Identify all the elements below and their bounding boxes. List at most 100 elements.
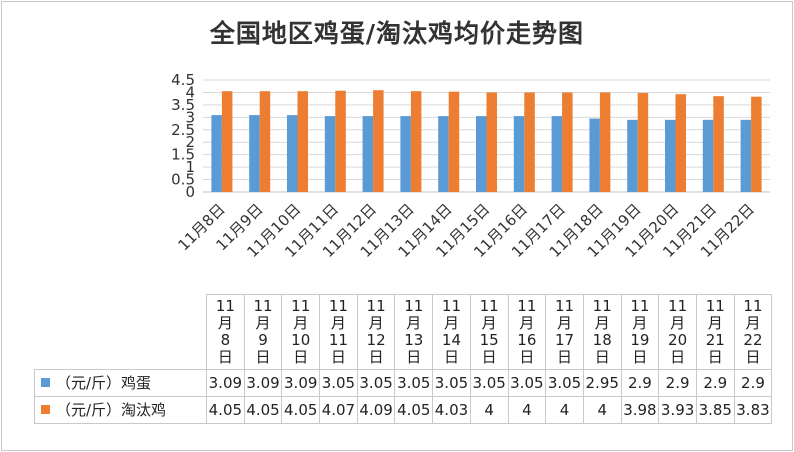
table-header-cell: 11月10日 <box>281 294 321 370</box>
table-header-label: 11月10日 <box>291 297 311 366</box>
table-header-label: 11月12日 <box>366 297 386 366</box>
y-tick-label: 0 <box>185 183 195 201</box>
table-header-label: 11月14日 <box>441 297 462 366</box>
bar-egg <box>665 119 676 192</box>
legend-label: （元/斤）淘汰鸡 <box>56 400 167 419</box>
table-header-cell: 11月18日 <box>582 294 622 370</box>
y-tick-label: 3 <box>185 108 195 126</box>
bar-egg <box>740 119 752 192</box>
table-cell: 4 <box>545 396 584 424</box>
y-tick-label: 1.5 <box>171 146 195 164</box>
bar-culled-hen <box>486 92 497 192</box>
table-cell: 3.09 <box>281 369 321 397</box>
table-cell: 3.05 <box>394 369 434 397</box>
table-cell: 4.05 <box>206 396 245 424</box>
table-header-label: 11月17日 <box>554 297 575 366</box>
bar-culled-hen <box>637 92 649 192</box>
bar-culled-hen <box>373 90 384 192</box>
table-header-label: 11月21日 <box>705 297 725 366</box>
table-header-cell: 11月22日 <box>733 294 773 370</box>
legend-label: （元/斤）鸡蛋 <box>56 373 152 392</box>
table-header-cell: 11月21日 <box>695 294 735 370</box>
table-cell: 3.09 <box>243 369 283 397</box>
chart-title: 全国地区鸡蛋/淘汰鸡均价走势图 <box>209 19 585 48</box>
table-cell: 3.09 <box>206 369 245 397</box>
table-cell: 2.9 <box>733 369 773 397</box>
table-cell: 4.05 <box>281 396 321 424</box>
table-cell: 4 <box>469 396 509 424</box>
chart-plot: 00.511.522.533.544.511月8日11月9日11月10日11月1… <box>171 71 770 261</box>
table-header-cell: 11月13日 <box>394 294 434 370</box>
legend-swatch <box>41 404 50 414</box>
table-header-cell: 11月14日 <box>432 294 471 370</box>
bar-culled-hen <box>751 96 762 192</box>
table-header-cell: 11月17日 <box>545 294 584 370</box>
table-header-cell: 11月15日 <box>469 294 509 370</box>
table-cell: 4.05 <box>394 396 434 424</box>
table-cell: 2.95 <box>582 369 622 397</box>
table-header-cell: 11月11日 <box>319 294 358 370</box>
table-cell: 4.05 <box>243 396 283 424</box>
table-header-label: 11月13日 <box>404 297 424 366</box>
bar-egg <box>513 116 525 192</box>
table-cell: 4 <box>582 396 622 424</box>
bar-culled-hen <box>713 96 724 192</box>
bar-culled-hen <box>297 91 308 192</box>
table-cell: 3.05 <box>356 369 396 397</box>
table-cell: 2.9 <box>658 369 697 397</box>
bar-egg <box>438 116 449 192</box>
bar-egg <box>211 115 222 192</box>
data-table: 11月8日 11月9日 11月10日 11月11日 11月12日 11月13日 11月14日… <box>34 294 773 424</box>
table-cell: 4.03 <box>432 396 471 424</box>
bar-culled-hen <box>221 91 233 192</box>
table-header-label: 11月20日 <box>668 297 688 366</box>
bar-culled-hen <box>562 92 573 192</box>
bar-egg <box>324 116 336 192</box>
table-header-cell: 11月12日 <box>356 294 396 370</box>
bar-egg <box>702 119 714 192</box>
y-tick-label: 0.5 <box>171 171 195 189</box>
table-row: （元/斤）鸡蛋 3.09 3.09 3.09 3.05 3.05 3.05 3.05 3.05 3… <box>34 369 773 397</box>
bar-culled-hen <box>524 92 535 192</box>
bar-egg <box>400 116 411 192</box>
bar-egg <box>627 119 638 192</box>
table-header-cell: 11月8日 <box>206 294 245 370</box>
table-cell: 3.05 <box>432 369 471 397</box>
table-cell: 2.9 <box>695 369 735 397</box>
bar-culled-hen <box>675 94 686 192</box>
legend-swatch <box>41 377 50 387</box>
y-tick-label: 3.5 <box>171 96 195 114</box>
legend-entry: （元/斤）淘汰鸡 <box>34 396 207 424</box>
y-tick-label: 2.5 <box>171 121 195 139</box>
table-row: （元/斤）淘汰鸡 4.05 4.05 4.05 4.07 4.09 4.05 4.03 4 4 4 4… <box>34 396 773 424</box>
bar-egg <box>551 116 563 192</box>
table-header-label: 11月8日 <box>215 297 235 366</box>
bar-culled-hen <box>410 91 422 192</box>
table-cell: 2.9 <box>620 369 660 397</box>
table-header-label: 11月18日 <box>592 297 612 366</box>
table-corner <box>34 294 207 370</box>
table-cell: 3.05 <box>545 369 584 397</box>
bar-egg <box>589 118 600 192</box>
bar-culled-hen <box>599 92 611 192</box>
bar-culled-hen <box>335 90 346 192</box>
table-header-cell: 11月16日 <box>507 294 547 370</box>
y-tick-label: 2 <box>185 133 195 151</box>
bar-egg <box>476 116 487 192</box>
table-cell: 3.93 <box>658 396 697 424</box>
bar-egg <box>249 115 260 192</box>
table-header-cell: 11月9日 <box>243 294 283 370</box>
table-header-label: 11月16日 <box>517 297 537 366</box>
table-cell: 4.07 <box>319 396 358 424</box>
table-header-label: 11月9日 <box>253 297 273 366</box>
bar-culled-hen <box>448 91 460 192</box>
bar-egg <box>362 116 374 192</box>
table-header-cell: 11月19日 <box>620 294 660 370</box>
table-header-label: 11月15日 <box>479 297 499 366</box>
table-header-cell: 11月20日 <box>658 294 697 370</box>
table-cell: 3.98 <box>620 396 660 424</box>
legend-entry: （元/斤）鸡蛋 <box>34 369 207 397</box>
y-tick-label: 4 <box>185 83 195 101</box>
table-cell: 4 <box>507 396 547 424</box>
table-cell: 4.09 <box>356 396 396 424</box>
